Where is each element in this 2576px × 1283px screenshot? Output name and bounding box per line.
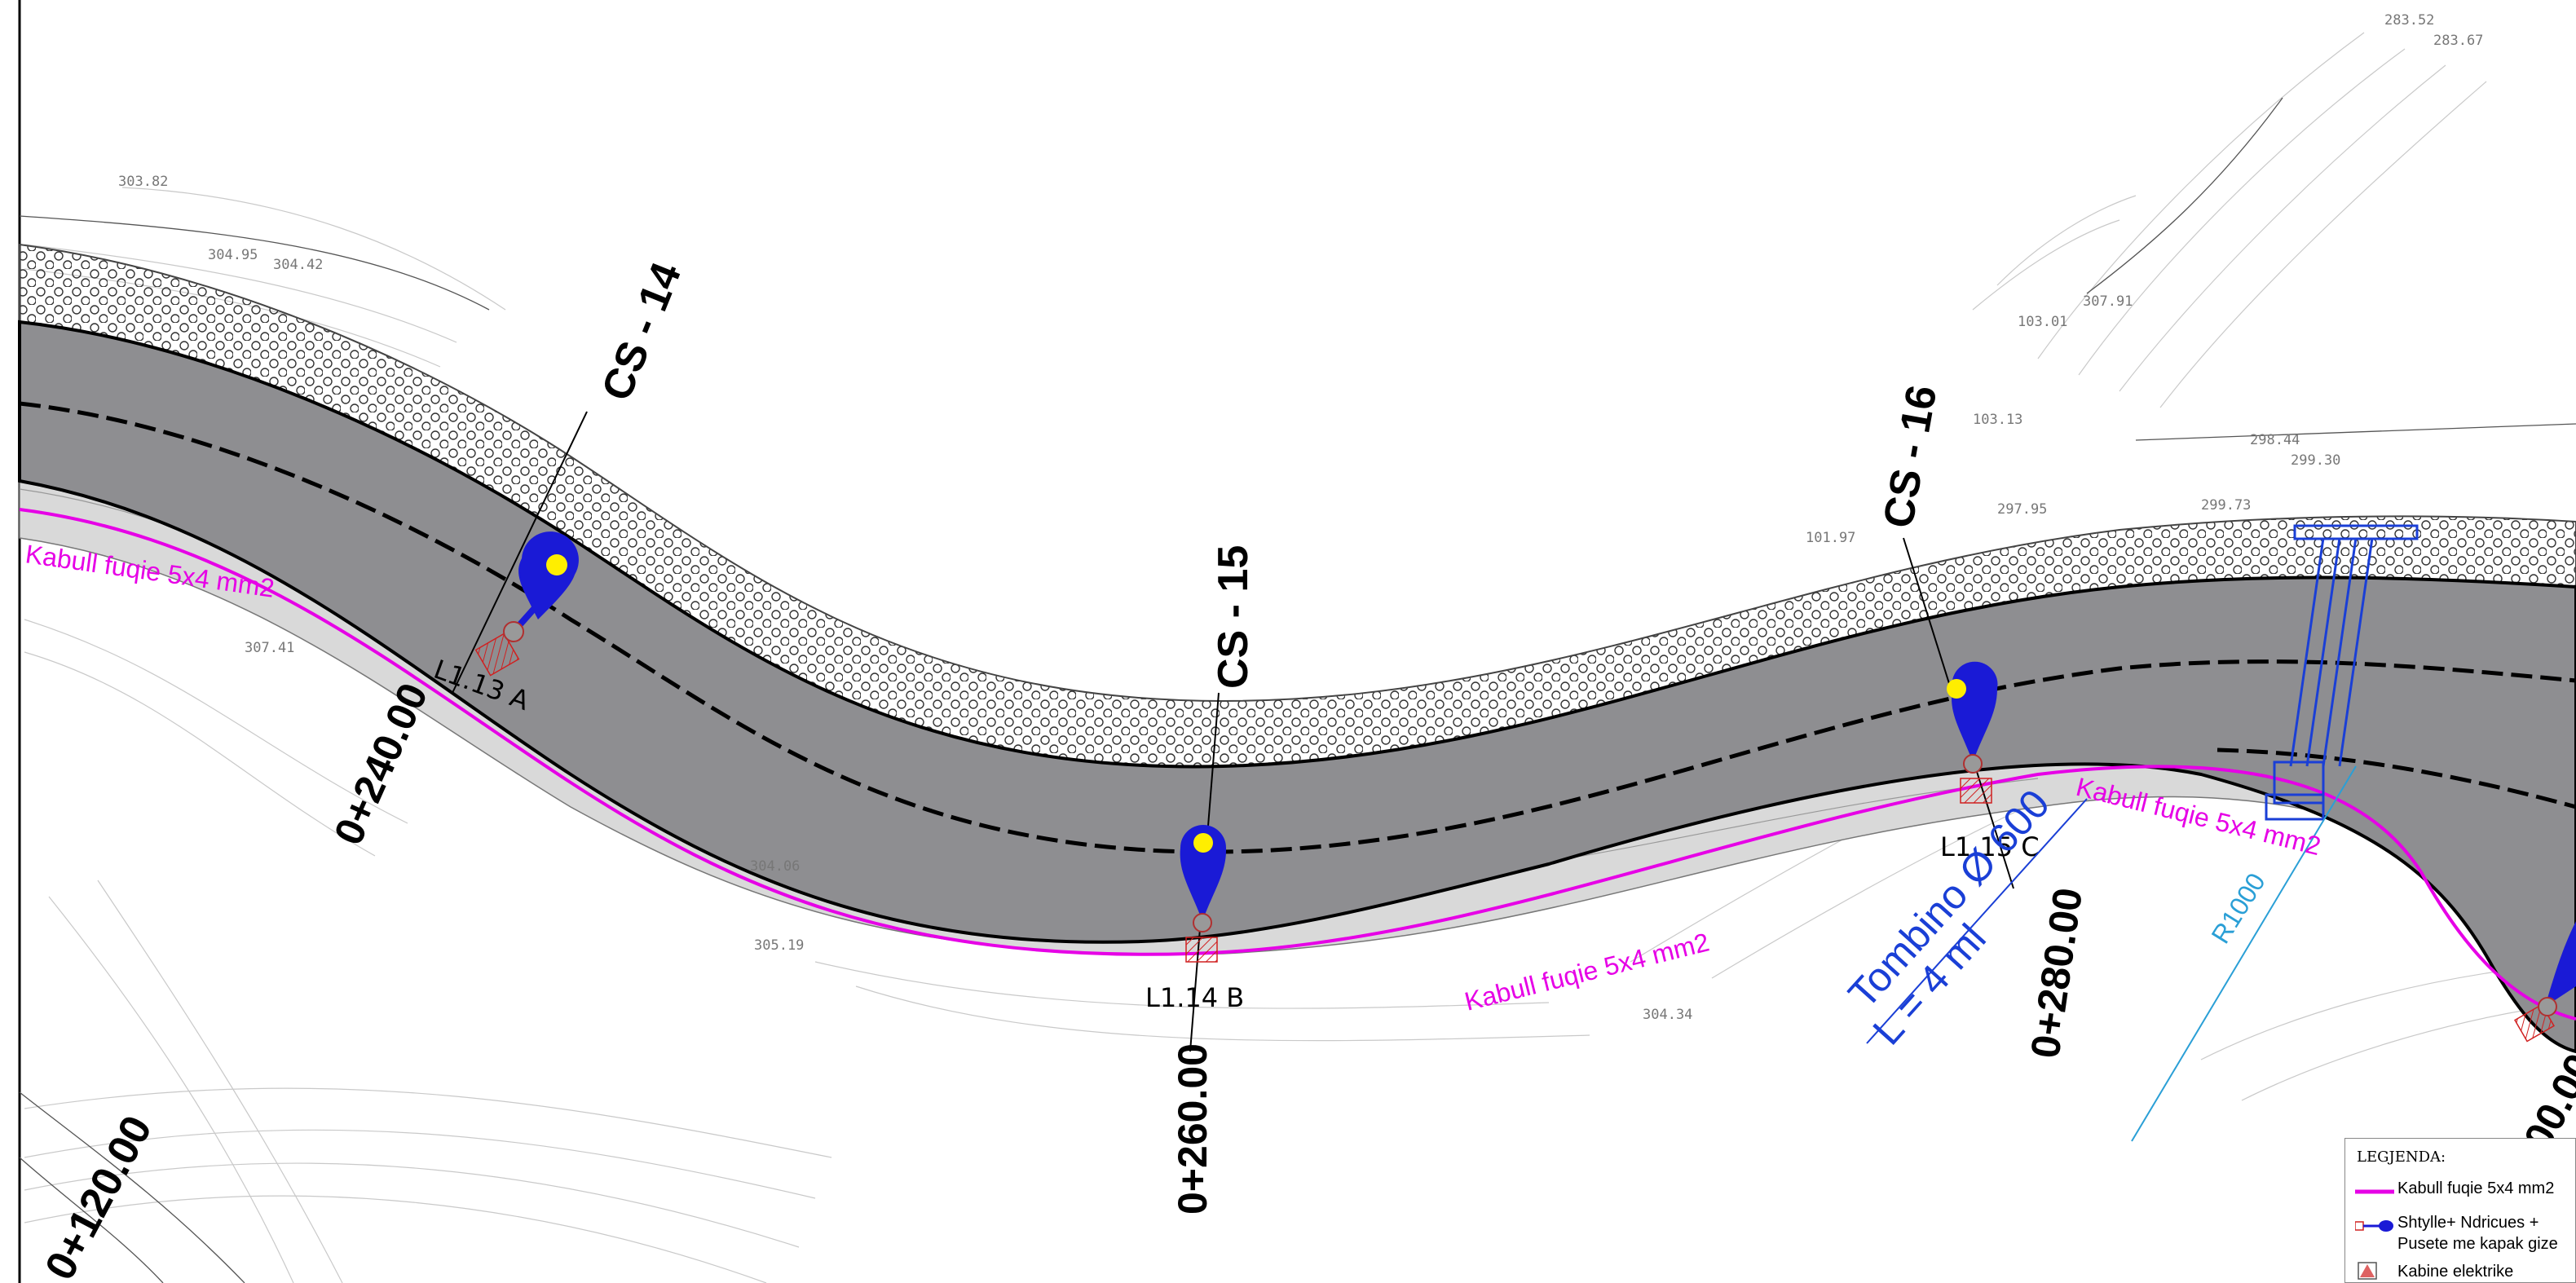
- legend-cabin-icon: [2358, 1262, 2377, 1280]
- legend-pole-icon: [2355, 1220, 2393, 1232]
- radius-line: [2131, 765, 2357, 1142]
- cs16-label: CS - 16: [1875, 381, 1947, 531]
- svg-text:303.82: 303.82: [118, 174, 168, 190]
- chainage-120: 0+120.00: [36, 1109, 161, 1283]
- svg-text:304.42: 304.42: [273, 257, 323, 273]
- legend-manhole-label: Pusete me kapak gize: [2397, 1235, 2558, 1253]
- cs14-line: [452, 411, 588, 694]
- svg-text:299.30: 299.30: [2291, 452, 2340, 469]
- elevation-labels: 303.82 304.42 304.95 307.41 304.06 305.1…: [118, 12, 2483, 1023]
- legend-cable-icon: [2355, 1189, 2394, 1194]
- power-cable: [19, 508, 2576, 1021]
- pole-label-c: L1.15 C: [1940, 831, 2040, 862]
- culvert-underline: [1866, 798, 2088, 1044]
- cs15-label: CS - 15: [1210, 545, 1257, 689]
- light-pole-4: [2514, 921, 2576, 1043]
- legend-cable-label: Kabull fuqie 5x4 mm2: [2397, 1179, 2555, 1197]
- legend-box: LEGJENDA: Kabull fuqie 5x4 mm2 Shtylle+ …: [2344, 1138, 2576, 1283]
- light-pole-1: [474, 531, 579, 677]
- culvert-structure: [2265, 524, 2419, 821]
- svg-text:307.91: 307.91: [2083, 293, 2133, 310]
- svg-text:304.06: 304.06: [750, 858, 800, 875]
- chainage-260: 0+260.00: [1170, 1043, 1215, 1215]
- svg-text:304.95: 304.95: [208, 247, 258, 263]
- legend-cabin-label: Kabine elektrike: [2397, 1263, 2514, 1281]
- svg-text:103.01: 103.01: [2018, 314, 2067, 330]
- svg-text:299.73: 299.73: [2201, 497, 2251, 514]
- chainage-280: 0+280.00: [2022, 885, 2091, 1061]
- svg-text:307.41: 307.41: [245, 640, 294, 656]
- svg-text:283.52: 283.52: [2384, 12, 2434, 29]
- pole-label-b: L1.14 B: [1145, 982, 1244, 1013]
- radius-label: R1000: [2205, 868, 2270, 949]
- legend-pole-label: Shtylle+ Ndricues +: [2397, 1214, 2539, 1232]
- legend-title: LEGJENDA:: [2357, 1149, 2446, 1166]
- chainage-240: 0+240.00: [325, 677, 437, 852]
- svg-text:101.97: 101.97: [1806, 530, 1855, 546]
- terrain-lines: [19, 97, 2576, 1283]
- svg-text:103.13: 103.13: [1973, 412, 2022, 428]
- cs14-label: CS - 14: [593, 256, 690, 407]
- light-pole-3: [1947, 661, 1998, 804]
- svg-text:283.67: 283.67: [2433, 33, 2483, 49]
- cable-label-2: Kabull fuqie 5x4 mm2: [1462, 927, 1712, 1016]
- svg-text:297.95: 297.95: [1997, 501, 2047, 518]
- svg-text:298.44: 298.44: [2250, 432, 2300, 448]
- svg-text:304.34: 304.34: [1643, 1007, 1692, 1023]
- svg-text:305.19: 305.19: [754, 937, 804, 954]
- light-pole-2: [1180, 825, 1227, 963]
- lane-line-2: [2217, 747, 2576, 809]
